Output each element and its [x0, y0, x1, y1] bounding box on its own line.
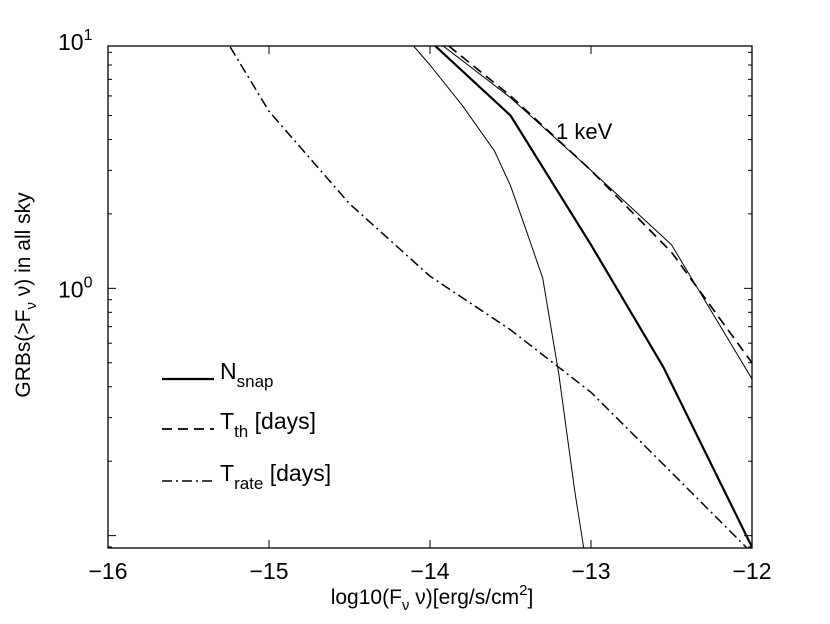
- x-axis-label: log10(Fν ν)[erg/s/cm2]: [331, 582, 534, 614]
- plot-frame: [107, 45, 753, 549]
- series-line-4: [228, 46, 748, 548]
- series-layer: [228, 46, 752, 548]
- legend: Nsnap Tth [days] Trate [days]: [162, 358, 331, 493]
- legend-label: Trate [days]: [220, 460, 331, 493]
- series-line-2: [412, 46, 585, 548]
- y-axis-label: GRBs(>Fν ν) in all sky: [12, 192, 40, 398]
- x-tick-labels: −16 −15 −14 −13 −12: [88, 558, 771, 584]
- legend-label: Tth [days]: [220, 408, 316, 441]
- x-tick-label: −13: [571, 558, 610, 584]
- series-line-0: [433, 46, 752, 548]
- tick-marks: [107, 46, 753, 548]
- energy-annotation: 1 keV: [556, 119, 613, 144]
- x-tick-label: −16: [88, 558, 127, 584]
- legend-label: Nsnap: [220, 358, 274, 391]
- x-tick-label: −12: [732, 558, 771, 584]
- x-tick-label: −14: [410, 558, 449, 584]
- y-tick-label: 100: [58, 274, 93, 302]
- series-line-1: [442, 46, 752, 380]
- y-tick-label: 101: [58, 27, 93, 55]
- y-tick-labels: 102101100: [58, 27, 93, 302]
- x-tick-label: −15: [249, 558, 288, 584]
- series-line-3: [447, 46, 752, 364]
